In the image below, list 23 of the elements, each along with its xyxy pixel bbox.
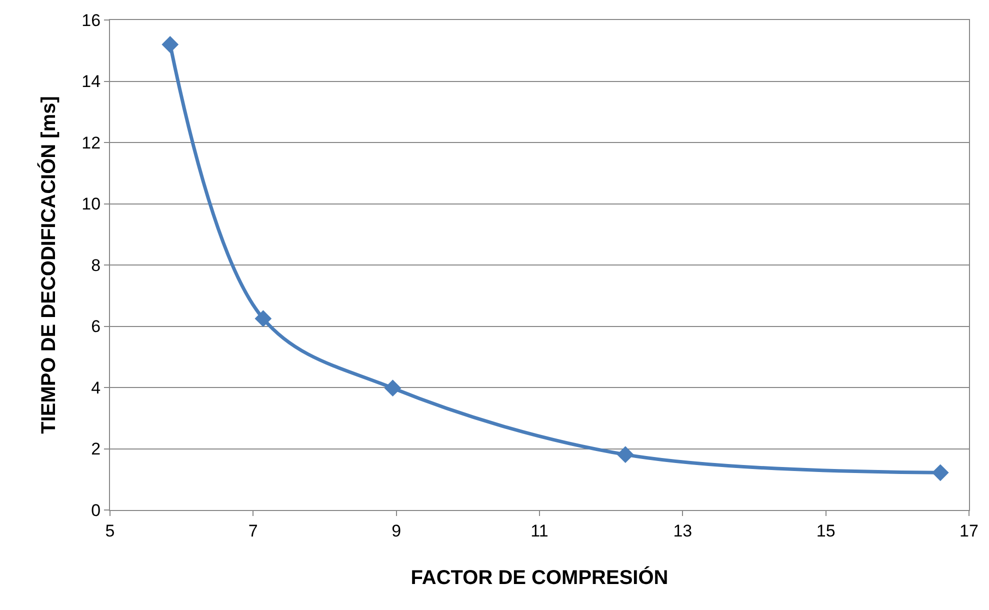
y-tick-label: 0 [91,500,101,520]
y-axis-title: TIEMPO DE DECODIFICACIÓN [ms] [37,96,60,434]
x-tick-label: 7 [248,521,258,540]
x-tick-label: 11 [530,521,548,540]
x-tick-label: 5 [105,521,115,540]
x-tick-label: 15 [816,521,836,540]
y-tick-label: 8 [91,256,101,275]
point [616,446,634,464]
x-tick-label: 13 [673,521,692,540]
y-tick-label: 14 [82,72,101,92]
y-tick-label: 10 [82,194,101,214]
y-tick-label: 2 [91,440,101,459]
y-tick-label: 16 [82,10,101,30]
point [162,36,179,53]
point [384,380,402,397]
y-tick-label: 6 [91,317,101,336]
x-tick-label: 9 [392,521,402,540]
point [932,464,949,482]
x-tick-label: 17 [960,521,978,540]
x-axis-title: FACTOR DE COMPRESIÓN [410,566,668,589]
y-tick-label: 4 [91,378,101,398]
point [254,310,272,328]
y-tick-label: 12 [82,133,101,152]
